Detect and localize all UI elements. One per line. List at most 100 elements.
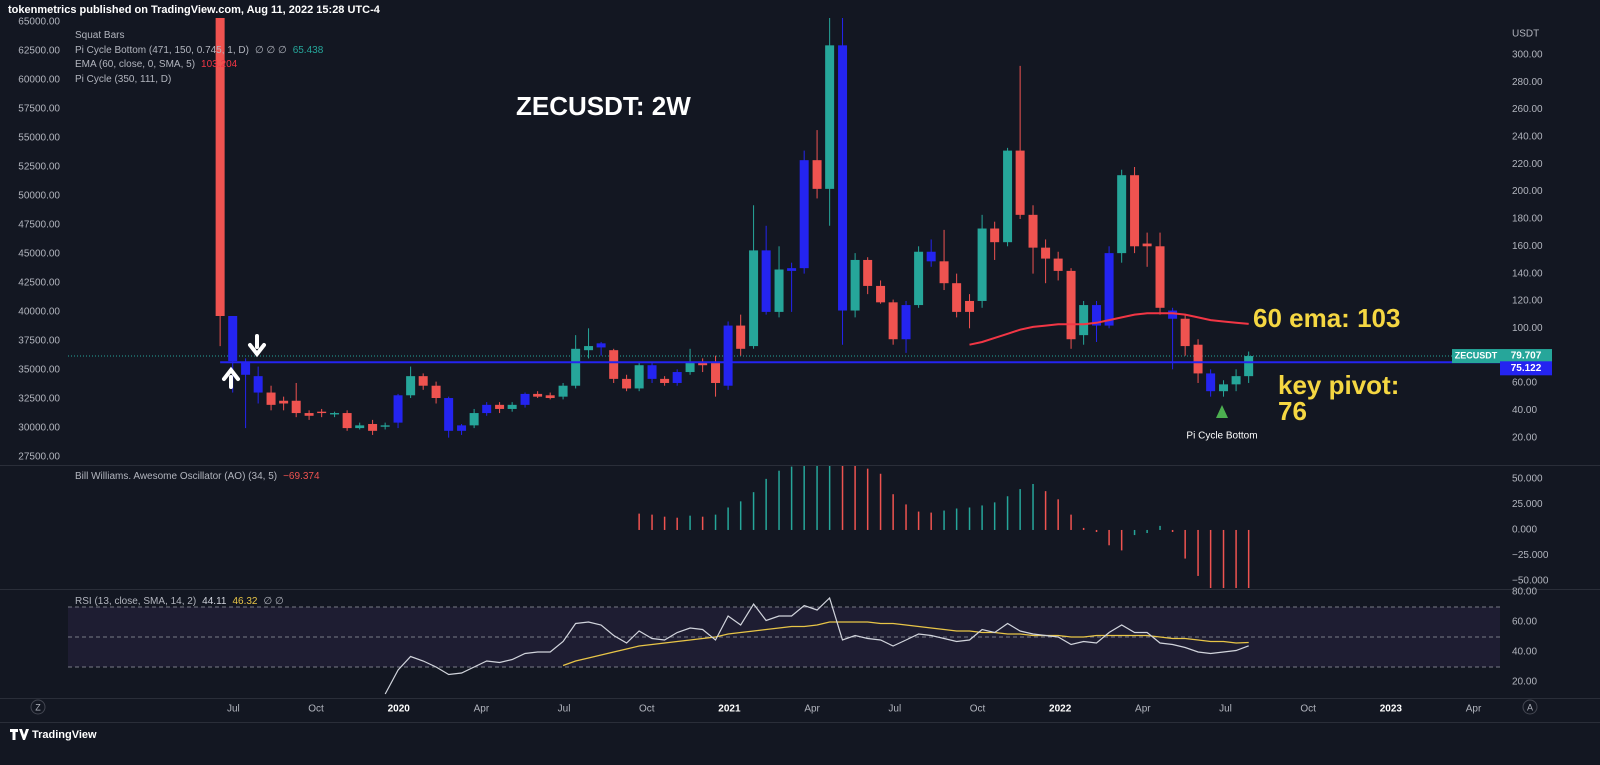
y-tick-label: 20.00 <box>1512 432 1537 443</box>
candle-body <box>1066 270 1076 340</box>
legend-flags: ∅ ∅ <box>264 596 284 607</box>
candle-body <box>647 365 657 379</box>
y-tick-label: 47500.00 <box>18 220 60 231</box>
candle-body <box>342 413 352 429</box>
rsi-plot <box>384 596 1249 695</box>
legend-value: 65.438 <box>293 45 324 56</box>
candle-body <box>380 425 390 427</box>
candle-body <box>393 395 403 423</box>
candle-body <box>1104 253 1114 326</box>
pi-cycle-bottom-marker <box>1216 405 1228 418</box>
candle-body <box>698 362 708 366</box>
candle-body <box>1003 150 1013 243</box>
x-tick-label: Apr <box>1466 704 1482 715</box>
candle-body <box>850 259 860 311</box>
candle-body <box>596 343 606 348</box>
y-tick-label: 62500.00 <box>18 46 60 57</box>
candle-body <box>469 413 479 426</box>
candle-body <box>939 261 949 284</box>
zoom-button[interactable] <box>30 699 46 715</box>
y-tick-label: 240.00 <box>1512 132 1543 143</box>
y-tick-label: 30000.00 <box>18 423 60 434</box>
candle-body <box>495 404 505 409</box>
candle-body <box>507 404 517 409</box>
annotation: 76 <box>1278 396 1307 426</box>
legend-value: 103.204 <box>201 59 238 70</box>
y-tick-label: 100.00 <box>1512 323 1543 334</box>
arrow-up <box>222 366 240 389</box>
y-tick-label: 52500.00 <box>18 162 60 173</box>
auto-scale-icon[interactable]: A <box>1527 702 1533 712</box>
candle-body <box>926 251 936 262</box>
y-tick-label: 20.00 <box>1512 677 1537 688</box>
legend-flags: ∅ ∅ ∅ <box>255 45 287 56</box>
candle-body <box>584 346 594 351</box>
legend-name: Pi Cycle (350, 111, D) <box>75 74 171 85</box>
x-tick-label: 2023 <box>1380 704 1403 715</box>
y-tick-label: 32500.00 <box>18 394 60 405</box>
candle-body <box>1180 318 1190 347</box>
last-price-label: 79.707 <box>1511 351 1542 362</box>
legend-row: Bill Williams. Awesome Oscillator (AO) (… <box>75 471 320 482</box>
candle-body <box>1015 150 1025 215</box>
candle-body <box>761 250 771 312</box>
candle-body <box>520 393 530 405</box>
y-tick-label: 280.00 <box>1512 77 1543 88</box>
y-tick-label: 57500.00 <box>18 104 60 115</box>
candle-body <box>241 362 251 375</box>
footer-brand: TradingView <box>32 729 97 741</box>
candle-body <box>749 250 759 347</box>
candle-body <box>952 283 962 312</box>
legend-row: Pi Cycle Bottom (471, 150, 0.745, 1, D) ∅… <box>75 45 324 56</box>
y-tick-label: 55000.00 <box>18 133 60 144</box>
y-tick-label: 120.00 <box>1512 296 1543 307</box>
candle-body <box>622 378 632 389</box>
y-tick-label: 40.00 <box>1512 405 1537 416</box>
candle-body <box>685 362 695 373</box>
zoom-icon[interactable]: Z <box>35 702 41 712</box>
y-tick-label: 40000.00 <box>18 307 60 318</box>
pivot-label: 75.122 <box>1511 363 1542 374</box>
x-tick-label: Oct <box>970 704 986 715</box>
x-tick-label: Oct <box>308 704 324 715</box>
candle-body <box>901 305 911 340</box>
x-tick-label: Apr <box>474 704 490 715</box>
candle-body <box>1231 376 1241 385</box>
candle-body <box>799 160 809 269</box>
x-tick-label: 2020 <box>388 704 411 715</box>
candle-body <box>1117 175 1127 254</box>
legend-row: EMA (60, close, 0, SMA, 5) 103.204 <box>75 59 238 70</box>
candle-body <box>812 160 822 189</box>
y-tick-label: −50.000 <box>1512 576 1549 587</box>
candle-body <box>838 45 848 311</box>
candle-body <box>888 302 898 340</box>
candle-body <box>1219 384 1229 392</box>
candle-body <box>228 316 238 362</box>
y-tick-label: 160.00 <box>1512 241 1543 252</box>
candle-body <box>1053 258 1063 271</box>
candle-body <box>418 376 428 386</box>
x-tick-label: Apr <box>804 704 820 715</box>
x-tick-label: 2022 <box>1049 704 1072 715</box>
auto-scale-button[interactable] <box>1522 699 1538 715</box>
candle-body <box>444 398 454 431</box>
publisher: tokenmetrics published on TradingView.co… <box>8 4 381 16</box>
candle-body <box>609 350 619 379</box>
candle-body <box>482 404 492 414</box>
legend-value: −69.374 <box>283 471 320 482</box>
candle-body <box>266 392 276 405</box>
candle-body <box>825 45 835 189</box>
candle-body <box>1079 305 1089 336</box>
chart-title: ZECUSDT: 2W <box>516 91 691 121</box>
legend-row: Squat Bars <box>75 30 124 41</box>
candle-body <box>545 395 555 399</box>
candle-body <box>558 385 568 397</box>
legend-name: Squat Bars <box>75 30 124 41</box>
y-tick-label: 35000.00 <box>18 365 60 376</box>
annotation: Pi Cycle Bottom <box>1186 431 1257 442</box>
symbol-tag <box>1452 349 1500 364</box>
legend-value: 44.11 <box>202 596 227 607</box>
y-tick-label: 60.00 <box>1512 617 1537 628</box>
x-tick-label: 2021 <box>718 704 741 715</box>
